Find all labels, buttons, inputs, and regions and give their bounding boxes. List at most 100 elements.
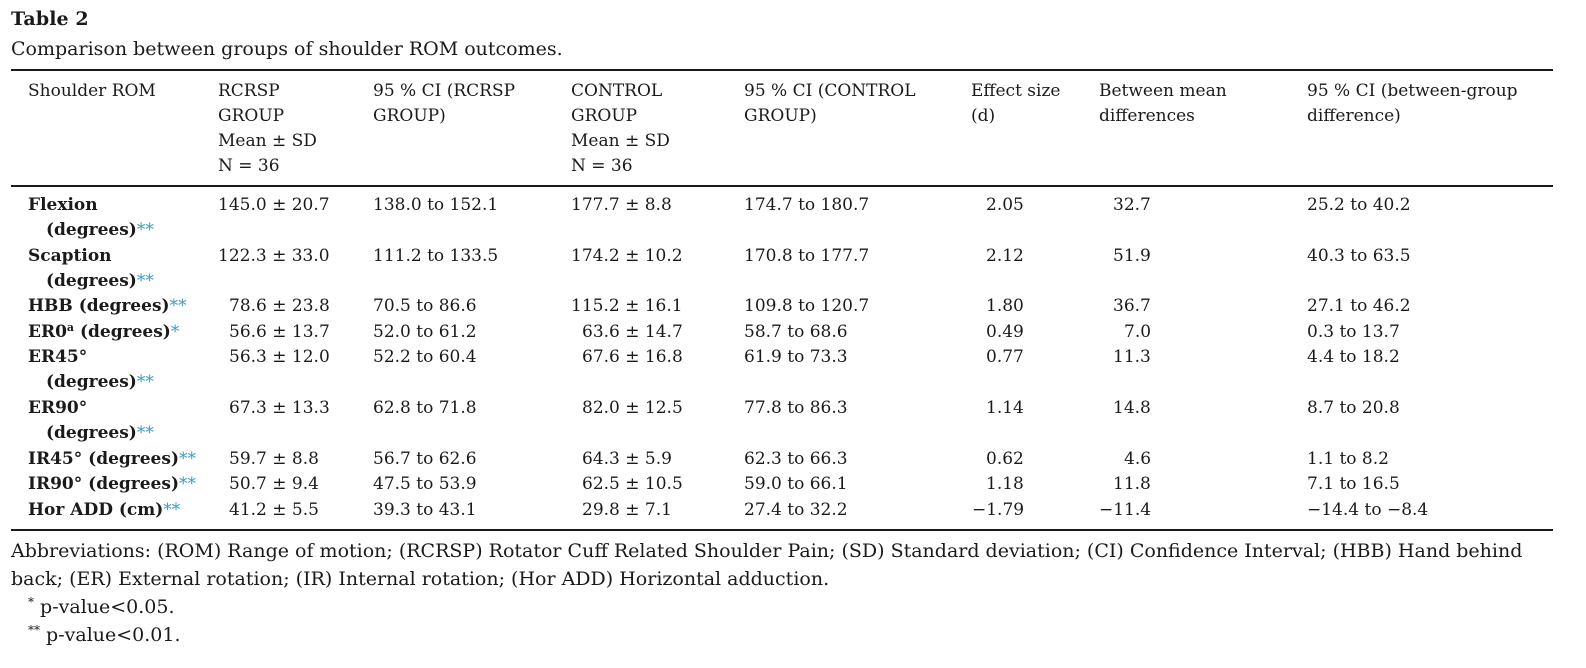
row-flexion-ci-diff: 25.2 to 40.2: [1307, 195, 1411, 215]
header-line: Effect size: [971, 81, 1061, 101]
row-ir90-label: IR90° (degrees)**: [28, 472, 196, 497]
row-er45-label: ER45° (degrees)**: [28, 345, 154, 395]
row-er0-label: ER0a (degrees)*: [28, 320, 179, 345]
row-scaption-ci-control: 170.8 to 177.7: [744, 246, 870, 266]
significance-marker: **: [179, 449, 196, 469]
header-rcrsp-group: RCRSP GROUP Mean ± SD N = 36: [218, 79, 317, 179]
row-scaption-ci-diff: 40.3 to 63.5: [1307, 246, 1411, 266]
row-ir45-diff: 4.6: [1124, 449, 1152, 469]
row-name: ER90°: [28, 398, 88, 418]
row-flexion-label: Flexion (degrees)**: [28, 193, 154, 243]
footnote-mark: *: [28, 595, 34, 609]
row-ir90-ci-diff: 7.1 to 16.5: [1307, 474, 1400, 494]
header-line: differences: [1099, 106, 1195, 126]
footnote-text: p-value<0.05.: [40, 596, 175, 618]
header-control-group: CONTROL GROUP Mean ± SD N = 36: [571, 79, 670, 179]
row-ir45-ci-rcrsp: 56.7 to 62.6: [373, 449, 477, 469]
bottom-rule: [11, 529, 1553, 531]
row-er0-ci-diff: 0.3 to 13.7: [1307, 322, 1400, 342]
row-flexion-ci-rcrsp: 138.0 to 152.1: [373, 195, 499, 215]
row-er90-diff: 14.8: [1113, 398, 1151, 418]
row-er90-ci-rcrsp: 62.8 to 71.8: [373, 398, 477, 418]
significance-marker: **: [163, 500, 181, 520]
row-name: ER45°: [28, 347, 88, 367]
header-line: GROUP: [218, 106, 285, 126]
footnote-text: p-value<0.01.: [46, 624, 181, 646]
row-er0-ci-rcrsp: 52.0 to 61.2: [373, 322, 477, 342]
row-hbb-effect: 1.80: [986, 296, 1024, 316]
row-hor-add-ci-control: 27.4 to 32.2: [744, 500, 848, 520]
header-line: CONTROL: [571, 81, 663, 101]
row-name: IR45° (degrees): [28, 449, 179, 469]
header-between-mean-differences: Between mean differences: [1099, 79, 1227, 129]
row-scaption-diff: 51.9: [1113, 246, 1151, 266]
row-ir90-ci-control: 59.0 to 66.1: [744, 474, 848, 494]
header-line: GROUP): [744, 106, 817, 126]
header-line: (d): [971, 106, 996, 126]
header-ci-rcrsp: 95 % CI (RCRSP GROUP): [373, 79, 515, 129]
row-scaption-label: Scaption (degrees)**: [28, 244, 154, 294]
header-line: Mean ± SD: [571, 131, 670, 151]
row-er45-ci-control: 61.9 to 73.3: [744, 347, 848, 367]
row-name-line2: (degrees): [46, 220, 137, 240]
row-hbb-ci-diff: 27.1 to 46.2: [1307, 296, 1411, 316]
footnote-p05: * p-value<0.05.: [28, 593, 175, 621]
row-er90-ci-diff: 8.7 to 20.8: [1307, 398, 1400, 418]
row-hor-add-ci-diff: −14.4 to −8.4: [1307, 500, 1429, 520]
footnote-a-marker: a: [66, 321, 75, 334]
row-hbb-diff: 36.7: [1113, 296, 1151, 316]
row-scaption-rcrsp: 122.3 ± 33.0: [218, 246, 330, 266]
significance-marker: **: [136, 220, 154, 240]
row-er90-label: ER90° (degrees)**: [28, 396, 154, 446]
row-ir90-ci-rcrsp: 47.5 to 53.9: [373, 474, 477, 494]
row-er0-rcrsp: 56.6 ± 13.7: [229, 322, 330, 342]
row-scaption-effect: 2.12: [986, 246, 1024, 266]
row-hor-add-rcrsp: 41.2 ± 5.5: [229, 500, 319, 520]
header-ci-between-group: 95 % CI (between-group difference): [1307, 79, 1518, 129]
row-name-line2: (degrees): [46, 423, 137, 443]
header-ci-control: 95 % CI (CONTROL GROUP): [744, 79, 916, 129]
row-name-cont: (degrees)**: [28, 370, 154, 395]
row-er0-control: 63.6 ± 14.7: [582, 322, 683, 342]
row-hor-add-diff: −11.4: [1099, 500, 1152, 520]
header-line: N = 36: [571, 156, 633, 176]
row-ir90-control: 62.5 ± 10.5: [582, 474, 683, 494]
row-hor-add-effect: −1.79: [972, 500, 1025, 520]
top-rule: [11, 69, 1553, 71]
row-er45-control: 67.6 ± 16.8: [582, 347, 683, 367]
row-ir90-effect: 1.18: [986, 474, 1024, 494]
row-name: ER0: [28, 322, 67, 342]
row-ir45-rcrsp: 59.7 ± 8.8: [229, 449, 319, 469]
row-er90-rcrsp: 67.3 ± 13.3: [229, 398, 330, 418]
row-hbb-rcrsp: 78.6 ± 23.8: [229, 296, 330, 316]
row-name: Flexion: [28, 195, 98, 215]
significance-marker: **: [169, 296, 187, 316]
row-ir45-label: IR45° (degrees)**: [28, 447, 196, 472]
row-flexion-effect: 2.05: [986, 195, 1024, 215]
row-er45-ci-diff: 4.4 to 18.2: [1307, 347, 1400, 367]
row-ir45-effect: 0.62: [986, 449, 1024, 469]
significance-marker: **: [136, 423, 154, 443]
header-shoulder-rom: Shoulder ROM: [28, 79, 156, 104]
header-line: 95 % CI (CONTROL: [744, 81, 916, 101]
header-line: 95 % CI (RCRSP: [373, 81, 516, 101]
significance-marker: **: [136, 271, 154, 291]
row-flexion-diff: 32.7: [1113, 195, 1151, 215]
header-line: Shoulder ROM: [28, 81, 156, 101]
header-line: GROUP): [373, 106, 446, 126]
table-label: Table 2: [11, 8, 89, 30]
row-ir90-rcrsp: 50.7 ± 9.4: [229, 474, 319, 494]
header-rule: [11, 185, 1553, 187]
row-name-unit: (degrees): [74, 322, 171, 342]
significance-marker: *: [170, 322, 180, 342]
table-caption: Comparison between groups of shoulder RO…: [11, 38, 563, 60]
row-er90-control: 82.0 ± 12.5: [582, 398, 683, 418]
row-ir45-ci-diff: 1.1 to 8.2: [1307, 449, 1389, 469]
row-hor-add-ci-rcrsp: 39.3 to 43.1: [373, 500, 477, 520]
row-scaption-control: 174.2 ± 10.2: [571, 246, 683, 266]
row-ir90-diff: 11.8: [1113, 474, 1151, 494]
row-hor-add-control: 29.8 ± 7.1: [582, 500, 672, 520]
row-hbb-control: 115.2 ± 16.1: [571, 296, 683, 316]
row-er45-diff: 11.3: [1113, 347, 1151, 367]
row-hor-add-label: Hor ADD (cm)**: [28, 498, 180, 523]
